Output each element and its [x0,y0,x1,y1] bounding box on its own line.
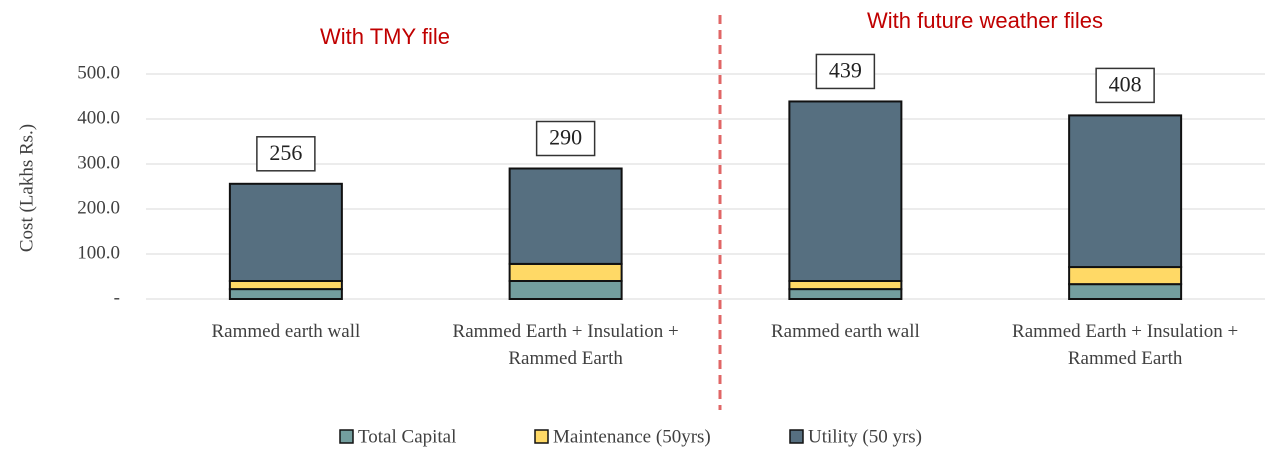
bar-segment [508,262,623,282]
legend-label: Total Capital [358,426,456,447]
bar-segment [788,100,903,282]
bar-segment [1068,114,1183,269]
value-label: 256 [269,140,302,165]
x-tick-label: Rammed Earth + Insulation + Rammed Earth [1012,321,1239,369]
bar-segment [788,288,903,301]
y-axis-label: Cost (Lakhs Rs.) [16,124,37,252]
legend-swatch [789,429,804,444]
bar-segment [1068,266,1183,286]
bar-segment [508,167,623,265]
bar-segment [508,280,623,300]
value-label: 439 [829,57,862,82]
x-tick-label: Rammed Earth + Insulation + Rammed Earth [452,321,679,369]
bar-segment [228,288,343,301]
legend-label: Utility (50 yrs) [808,426,922,447]
legend-swatch [339,429,354,444]
y-tick-label: 100.0 [77,242,120,263]
value-label: 408 [1109,71,1142,96]
bar-segment [228,280,343,291]
annotation: With TMY file [320,24,450,49]
y-tick-label: 400.0 [77,107,120,128]
annotation: With future weather files [867,8,1103,33]
value-label-box [535,120,596,157]
y-tick-label: 200.0 [77,197,120,218]
bar-segment [1068,283,1183,300]
bar-segment [228,182,343,282]
y-tick-label: - [114,287,120,308]
value-label-box [256,136,316,172]
x-tick-label: Rammed earth wall [211,321,361,342]
y-tick-label: 500.0 [77,62,120,83]
legend-label: Maintenance (50yrs) [553,426,711,447]
value-label-box [1095,67,1155,104]
value-label-box [815,53,876,90]
y-tick-label: 300.0 [77,152,120,173]
value-label: 290 [549,125,582,150]
x-tick-label: Rammed earth wall [770,321,920,342]
bar-segment [788,280,903,291]
legend-swatch [534,429,549,444]
